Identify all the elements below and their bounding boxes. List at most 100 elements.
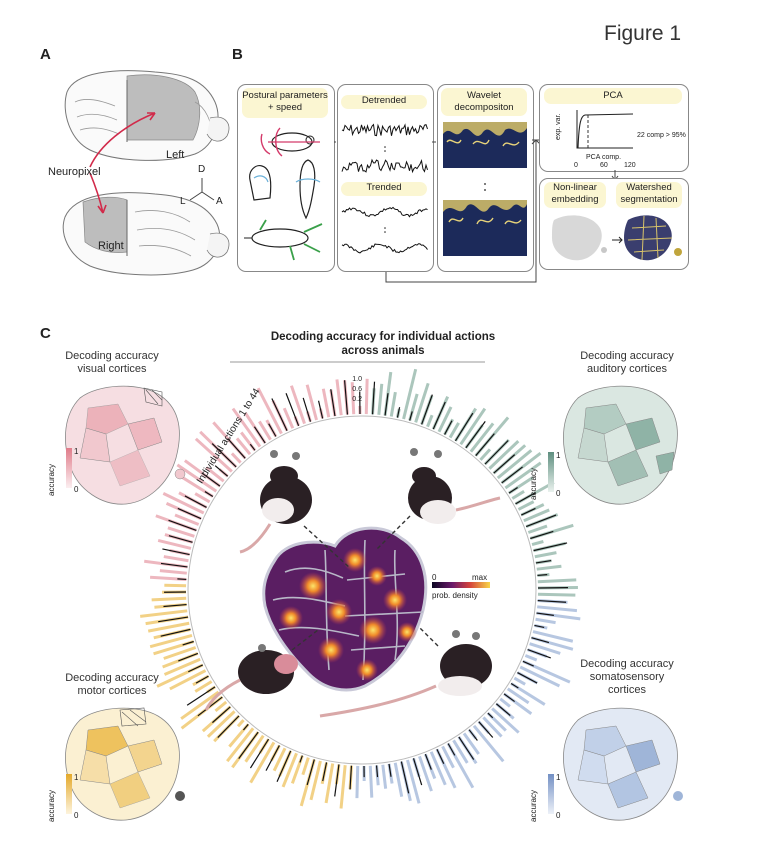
ring-bar (504, 461, 542, 490)
ring-bar (537, 605, 578, 613)
ring-bar (511, 490, 525, 500)
flow-arrows (334, 139, 541, 283)
cb-motor-max: 1 (74, 773, 79, 782)
ring-bar-marker (375, 765, 379, 778)
panel-letter-c: C (40, 325, 51, 342)
ring-bar (536, 564, 562, 571)
ring-bar-marker (444, 420, 453, 435)
ring-bar-marker (249, 738, 270, 769)
ring-bar (429, 751, 447, 786)
ring-bar (180, 690, 220, 720)
ring-bar (406, 759, 421, 804)
ring-bar-marker (214, 465, 229, 477)
wavelet-title: Wavelet decompositon (441, 88, 527, 116)
ring-bar-marker (400, 761, 410, 794)
axis-l: L (180, 196, 186, 207)
ring-bar-marker (534, 624, 545, 629)
watershed-title: Watershed segmentation (616, 182, 682, 208)
ring-bar (532, 630, 574, 643)
ring-bar (531, 540, 544, 546)
ring-bar-marker (271, 398, 288, 432)
ring-bar (281, 752, 298, 788)
pca-explained-variance-plot (576, 110, 634, 149)
ring-bar-marker (299, 755, 303, 763)
ring-bar (151, 596, 187, 602)
ring-bar (176, 463, 218, 493)
ring-bar (393, 762, 404, 797)
ring-bar (301, 757, 310, 776)
ring-bar (452, 739, 469, 764)
ring-bar-marker (503, 693, 515, 703)
ring-bar (459, 407, 487, 446)
cb-visual-max: 1 (74, 447, 79, 456)
ring-bar (163, 657, 201, 676)
ring-bar (194, 492, 211, 504)
postural-title: Postural parameters + speed (242, 88, 328, 118)
auditory-title-line2: auditory cortices (586, 363, 668, 375)
rat-upper-left (239, 450, 312, 554)
pca-tick-120: 120 (624, 162, 636, 169)
ring-bar-marker (409, 411, 413, 421)
ring-bar (517, 500, 535, 511)
ring-bar (309, 760, 322, 801)
ring-bar (462, 732, 480, 755)
scale-tick-06: 0.6 (352, 386, 362, 393)
axis-a: A (216, 196, 223, 207)
ring-bar-marker (168, 519, 197, 531)
ring-bar (159, 569, 187, 575)
ring-bar-marker (197, 696, 223, 717)
ring-bar (482, 716, 503, 738)
cb-visual-label: accuracy (47, 463, 56, 496)
ring-bar (140, 609, 188, 618)
wavelet-spectrograms (443, 122, 527, 256)
ring-bar (355, 765, 360, 799)
axis-d: D (198, 164, 206, 175)
ring-bar-marker (522, 660, 534, 667)
ring-bar-marker (531, 637, 550, 644)
neuropixel-probe-arrows (89, 112, 156, 214)
pca-note: 22 comp > 95% (637, 132, 686, 139)
ring-bar (226, 727, 255, 763)
ring-bar-marker (268, 423, 277, 437)
ring-bar-marker (432, 401, 446, 430)
somato-title-line2: somatosensory (589, 671, 665, 683)
ring-bar (472, 724, 505, 763)
rat-lower-right (319, 630, 492, 718)
ring-bar (350, 382, 356, 415)
map-somatosensory (563, 707, 683, 821)
map-visual (65, 385, 186, 505)
ring-bar (524, 654, 538, 662)
ring-bar-marker (242, 723, 249, 731)
ring-bar-marker (186, 686, 216, 706)
ring-bar-marker (525, 514, 557, 528)
ring-bar (537, 592, 576, 597)
ring-bar-marker (535, 559, 552, 564)
motor-title-line1: Decoding accuracy (65, 672, 159, 684)
ring-bar-marker (162, 548, 190, 556)
ring-bar-marker (501, 466, 523, 484)
rat-illustrations (204, 448, 501, 718)
ring-bar (426, 414, 434, 428)
ring-bar-marker (334, 764, 340, 797)
ring-bar (335, 379, 343, 416)
ring-bar (149, 634, 193, 649)
ring-bar-marker (168, 535, 193, 543)
ring-bar (289, 385, 306, 425)
ring-bar (402, 368, 418, 420)
ring-bar (491, 707, 520, 734)
ring-bar (488, 440, 520, 470)
cb-somato-label: accuracy (529, 789, 538, 822)
ring-bar-marker (465, 421, 486, 449)
ring-bar (381, 764, 388, 789)
ring-bar-marker (515, 492, 536, 505)
ring-bar-marker (436, 748, 445, 764)
ring-bar-marker (536, 612, 554, 616)
ring-bar-marker (343, 380, 349, 415)
ring-bar-marker (510, 682, 519, 689)
ring-bar-marker (178, 652, 199, 662)
cb-auditory-max: 1 (556, 451, 561, 460)
embedding-maps (552, 215, 682, 261)
ring-bar-marker (388, 763, 392, 777)
ring-bar (174, 513, 200, 526)
